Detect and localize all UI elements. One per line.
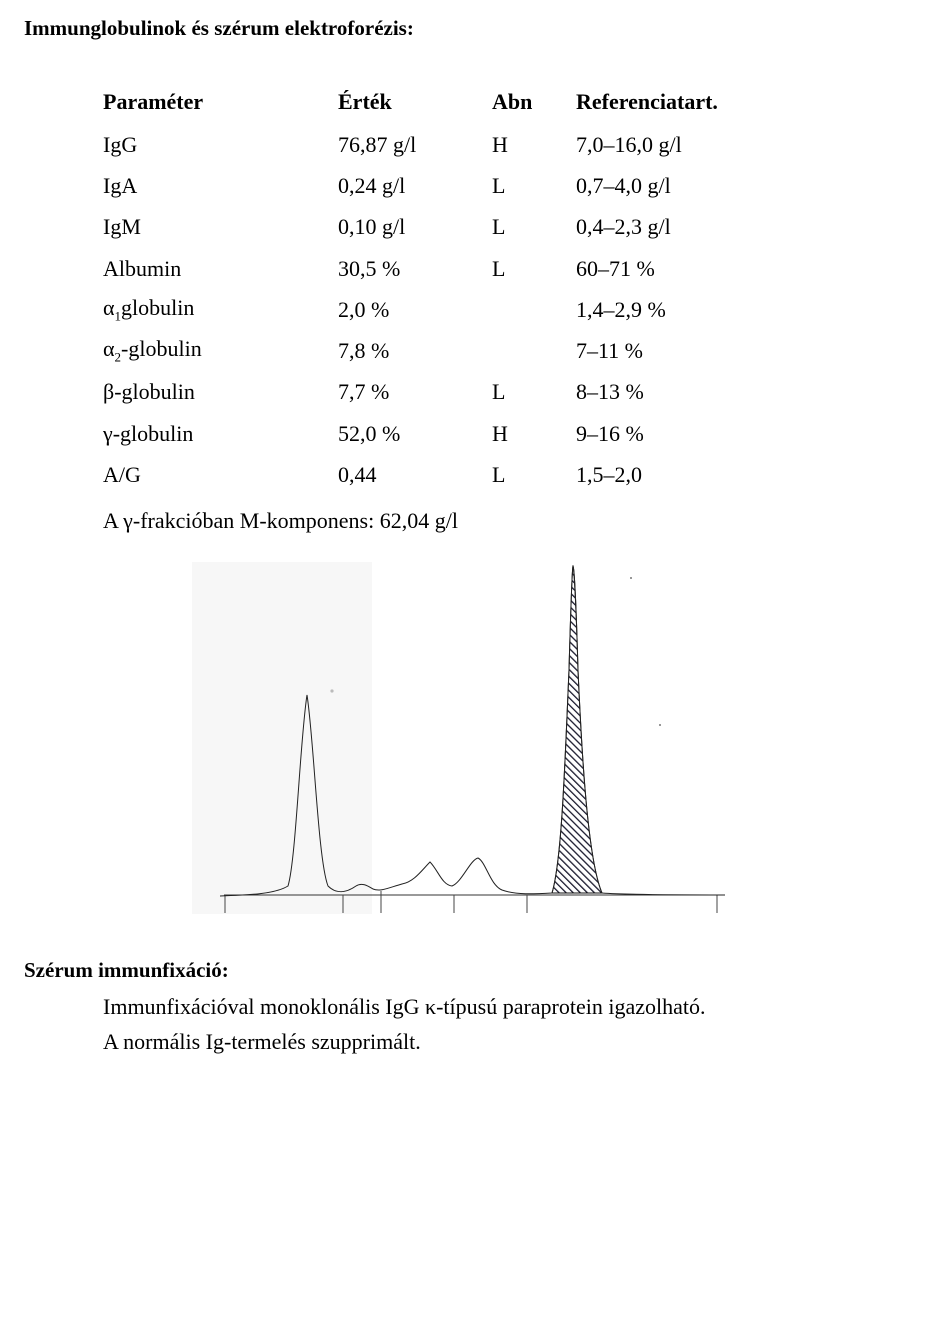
cell-abn <box>485 330 569 371</box>
cell-value: 7,7 % <box>338 379 390 405</box>
column-header-parameter: Paraméter <box>103 89 204 114</box>
param-greek: α <box>103 336 115 362</box>
scan-background <box>192 562 372 914</box>
cell-value: 30,5 % <box>338 255 401 281</box>
cell-parameter: IgM <box>103 214 141 240</box>
cell-reference: 7,0–16,0 g/l <box>576 131 682 157</box>
electrophoresis-densitogram <box>192 562 726 914</box>
scan-speck <box>330 689 334 693</box>
densitogram-curve <box>219 564 726 897</box>
cell-parameter: IgG <box>103 131 138 157</box>
cell-value: 2,0 % <box>338 296 390 322</box>
cell-reference: 1,5–2,0 <box>576 462 642 488</box>
table-row: IgA 0,24 g/l L 0,7–4,0 g/l <box>96 165 806 206</box>
table-row: γ-globulin 52,0 % H 9–16 % <box>96 413 806 454</box>
scan-speck <box>630 577 632 579</box>
param-subscript: 2 <box>114 349 122 365</box>
table-row: α2-globulin 7,8 % 7–11 % <box>96 330 806 371</box>
cell-value: 0,10 g/l <box>338 214 406 240</box>
cell-reference: 60–71 % <box>576 255 655 281</box>
cell-parameter: α1globulin <box>96 289 331 330</box>
cell-value: 0,24 g/l <box>338 172 406 198</box>
table-row: Albumin 30,5 % L 60–71 % <box>96 248 806 289</box>
param-rest: -globulin <box>121 336 202 362</box>
table-row: β-globulin 7,7 % L 8–13 % <box>96 372 806 413</box>
cell-abn: L <box>492 379 506 405</box>
scan-speck <box>659 724 661 726</box>
column-header-reference: Referenciatart. <box>576 89 718 114</box>
param-subscript: 1 <box>114 308 122 324</box>
column-header-value: Érték <box>338 89 392 114</box>
section-title-immunoglobulins: Immunglobulinok és szérum elektroforézis… <box>24 16 414 40</box>
cell-parameter: α2-globulin <box>96 330 331 371</box>
cell-reference: 9–16 % <box>576 420 644 446</box>
cell-parameter: IgA <box>103 172 138 198</box>
cell-reference: 8–13 % <box>576 379 644 405</box>
m-component-note: A γ-frakcióban M-komponens: 62,04 g/l <box>103 508 458 533</box>
table-row: A/G 0,44 L 1,5–2,0 <box>96 454 806 495</box>
section-title-immunofixation: Szérum immunfixáció: <box>24 958 229 982</box>
param-greek: α <box>103 295 115 321</box>
cell-parameter: γ-globulin <box>103 420 194 446</box>
cell-value: 76,87 g/l <box>338 131 417 157</box>
cell-value: 7,8 % <box>338 338 390 364</box>
cell-reference: 0,7–4,0 g/l <box>576 172 671 198</box>
cell-abn: H <box>492 131 508 157</box>
immunofixation-result-line-2: A normális Ig-termelés szupprimált. <box>103 1029 421 1054</box>
immunofixation-result-line-1: Immunfixációval monoklonális IgG κ-típus… <box>103 994 706 1019</box>
table-row: IgM 0,10 g/l L 0,4–2,3 g/l <box>96 207 806 248</box>
cell-abn <box>485 289 569 330</box>
cell-value: 0,44 <box>338 462 377 488</box>
table-header-row: Paraméter Érték Abn Referenciatart. <box>96 80 806 124</box>
cell-reference: 0,4–2,3 g/l <box>576 214 671 240</box>
cell-parameter: A/G <box>103 462 141 488</box>
param-rest: globulin <box>121 295 195 321</box>
fraction-separators <box>224 891 718 913</box>
column-header-abn: Abn <box>492 89 533 114</box>
lab-results-table: Paraméter Érték Abn Referenciatart. IgG … <box>96 80 806 496</box>
table-row: IgG 76,87 g/l H 7,0–16,0 g/l <box>96 124 806 165</box>
cell-reference: 1,4–2,9 % <box>576 296 666 322</box>
cell-abn: H <box>492 420 508 446</box>
cell-abn: L <box>492 172 506 198</box>
table-row: α1globulin 2,0 % 1,4–2,9 % <box>96 289 806 330</box>
cell-value: 52,0 % <box>338 420 401 446</box>
cell-parameter: Albumin <box>103 255 182 281</box>
cell-abn: L <box>492 214 506 240</box>
cell-parameter: β-globulin <box>103 379 195 405</box>
cell-reference: 7–11 % <box>576 338 644 364</box>
cell-abn: L <box>492 255 506 281</box>
cell-abn: L <box>492 462 506 488</box>
